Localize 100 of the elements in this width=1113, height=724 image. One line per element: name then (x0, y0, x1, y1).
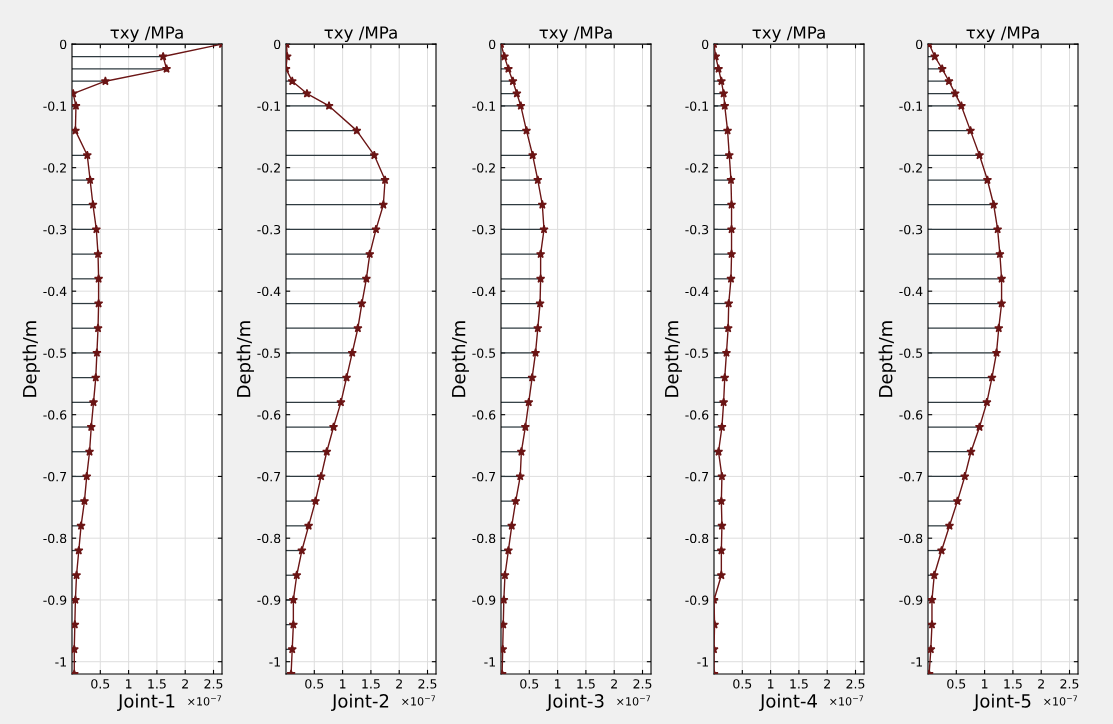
text: ×10$^{−7}$ (830, 695, 864, 706)
y-tick-label: -0.2 (899, 163, 922, 173)
y-tick-label: -0.3 (43, 224, 67, 235)
x-tick-label: 1.5 (790, 679, 808, 689)
chart-title: τxy /MPa (110, 26, 183, 43)
y-tick-label: -0.8 (685, 533, 709, 544)
y-tick-label: -0.4 (899, 286, 923, 297)
y-tick-label: -0.7 (899, 471, 923, 482)
y-tick-label: -0.5 (257, 348, 281, 358)
y-tick-label: -0.8 (43, 533, 67, 544)
y-tick-label: -0.9 (899, 595, 923, 605)
x-tick-label: 2.5 (204, 679, 223, 689)
y-tick-label: -0.2 (685, 163, 708, 173)
x-tick-label: 1 (555, 679, 561, 689)
y-tick-label: 0 (489, 39, 496, 50)
y-tick-label: -0.8 (257, 533, 281, 544)
x-axis-title: Joint-3 (546, 693, 604, 712)
y-tick-label: -0.1 (257, 101, 280, 111)
chart-title: τxy /MPa (324, 26, 397, 43)
y-axis-title: Depth/m (22, 321, 40, 397)
y-tick-label: -0.6 (899, 410, 923, 420)
text: ×10$^{−7}$ (617, 695, 651, 706)
y-tick-label: 0 (60, 39, 67, 50)
chart-title: τxy /MPa (752, 26, 825, 43)
x-tick-label: 0.5 (947, 679, 966, 689)
y-tick-label: -1 (697, 657, 708, 667)
y-tick-label: -1 (269, 657, 280, 667)
x-tick-label: 2 (396, 679, 402, 689)
y-axis-title: Depth/m (451, 321, 469, 397)
x-tick-label: 2 (824, 679, 830, 689)
x-tick-label: 1 (126, 679, 132, 689)
y-tick-label: -0.1 (43, 101, 66, 111)
y-tick-label: -0.3 (472, 224, 496, 235)
chart-title: τxy /MPa (539, 26, 612, 43)
y-tick-label: -0.3 (685, 224, 709, 235)
y-tick-label: 0 (274, 39, 281, 50)
y-tick-label: -1 (55, 657, 66, 667)
text: ×10$^{−7}$ (402, 695, 436, 706)
x-axis-title: Joint-2 (331, 693, 389, 712)
y-tick-label: -0.2 (43, 163, 66, 173)
x-tick-label: 2.5 (846, 679, 865, 689)
x-axis-title: Joint-4 (759, 693, 817, 712)
x-tick-label: 2.5 (418, 679, 437, 689)
y-tick-label: -0.2 (257, 163, 280, 173)
y-tick-label: -0.6 (472, 410, 496, 420)
x-tick-label: 2 (1038, 679, 1044, 689)
y-tick-label: -0.6 (43, 410, 67, 420)
y-tick-label: -0.5 (685, 348, 709, 358)
y-tick-label: -0.2 (472, 163, 495, 173)
y-tick-label: -0.5 (43, 348, 67, 358)
y-tick-label: -0.8 (472, 533, 496, 544)
y-tick-label: -0.7 (685, 471, 709, 482)
y-axis-title: Depth/m (236, 321, 254, 397)
x-tick-label: 1.5 (577, 679, 595, 689)
y-tick-label: -0.5 (472, 348, 496, 358)
x-tick-label: 1.5 (148, 679, 166, 689)
y-axis-title: Depth/m (878, 321, 896, 397)
y-tick-label: -0.7 (257, 471, 281, 482)
x-tick-label: 1 (340, 679, 346, 689)
x-tick-label: 1 (982, 679, 988, 689)
y-tick-label: -0.3 (899, 224, 923, 235)
y-tick-label: -0.4 (43, 286, 67, 297)
y-tick-label: -0.9 (685, 595, 709, 605)
y-tick-label: -0.5 (899, 348, 923, 358)
x-tick-label: 1.5 (362, 679, 380, 689)
y-tick-label: -0.9 (472, 595, 496, 605)
y-tick-label: -0.6 (257, 410, 281, 420)
chart-title: τxy /MPa (966, 26, 1039, 43)
x-axis-title: Joint-1 (117, 693, 175, 712)
text: ×10$^{−7}$ (188, 695, 222, 706)
y-tick-label: -0.4 (472, 286, 496, 297)
x-tick-label: 0.5 (91, 679, 110, 689)
y-tick-label: -0.9 (257, 595, 281, 605)
x-tick-label: 1 (768, 679, 774, 689)
y-tick-label: -0.1 (899, 101, 922, 111)
y-tick-label: -0.6 (685, 410, 709, 420)
x-tick-label: 2 (182, 679, 188, 689)
y-tick-label: -0.7 (472, 471, 496, 482)
text: ×10$^{−7}$ (1044, 695, 1078, 706)
x-tick-label: 0.5 (520, 679, 539, 689)
y-axis-title: Depth/m (664, 321, 682, 397)
x-tick-label: 0.5 (733, 679, 752, 689)
y-tick-label: -1 (911, 657, 922, 667)
x-tick-label: 2.5 (1060, 679, 1079, 689)
x-tick-label: 1.5 (1004, 679, 1022, 689)
y-tick-label: -0.1 (472, 101, 495, 111)
y-tick-label: -0.3 (257, 224, 281, 235)
y-tick-label: -0.9 (43, 595, 67, 605)
x-tick-label: 2.5 (633, 679, 652, 689)
y-tick-label: -0.8 (899, 533, 923, 544)
y-tick-label: 0 (702, 39, 709, 50)
x-tick-label: 0.5 (305, 679, 324, 689)
y-tick-label: -0.7 (43, 471, 67, 482)
x-axis-title: Joint-5 (973, 693, 1031, 712)
y-tick-label: -0.1 (685, 101, 708, 111)
y-tick-label: -1 (484, 657, 495, 667)
x-tick-label: 2 (611, 679, 617, 689)
y-tick-label: -0.4 (685, 286, 709, 297)
y-tick-label: -0.4 (257, 286, 281, 297)
y-tick-label: 0 (916, 39, 923, 50)
